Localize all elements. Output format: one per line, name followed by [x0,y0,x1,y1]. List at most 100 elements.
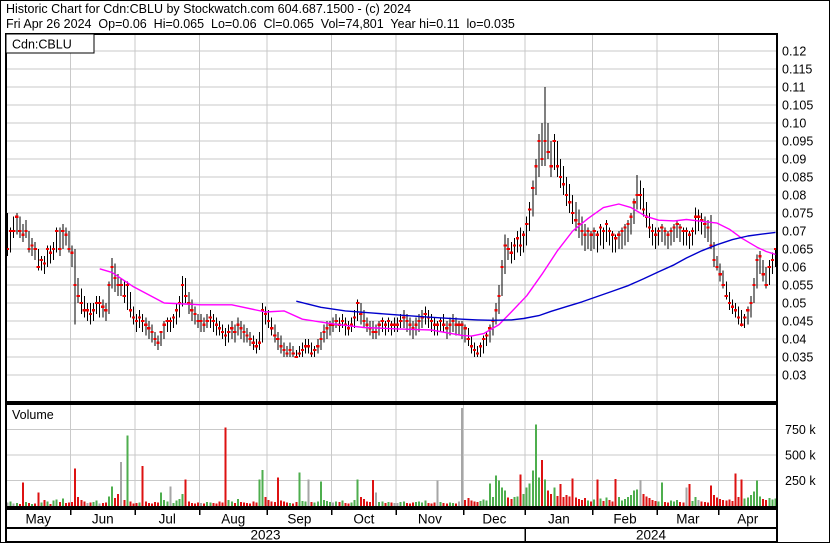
volume-bar [74,468,77,506]
close-tick [82,309,86,312]
volume-bar [178,498,181,506]
volume-bar [461,408,464,506]
volume-bar [37,492,40,506]
close-tick [67,248,71,251]
close-tick [110,266,114,269]
close-tick [515,237,520,240]
close-tick [340,320,344,323]
close-tick [245,334,249,337]
close-tick [521,233,526,236]
volume-bar [175,500,178,506]
volume-bar [104,502,107,506]
volume-bar [399,501,402,506]
volume-bar [458,501,461,506]
close-tick [712,258,716,261]
close-tick [193,312,197,315]
y-axis-label: 0.105 [782,98,813,112]
volume-bar [381,501,384,506]
volume-bar [427,502,430,506]
close-tick [761,273,765,276]
close-tick [506,248,510,251]
volume-bar [252,501,255,506]
volume-bar [378,501,381,506]
close-tick [251,341,255,344]
close-tick [543,140,547,143]
y-axis-label: 0.06 [782,260,806,274]
volume-bar [728,499,731,506]
volume-bar [282,501,285,506]
volume-bar [77,496,80,506]
close-tick [411,327,415,330]
volume-bar [636,489,639,506]
volume-bar [679,501,682,506]
close-tick [675,222,679,225]
y-axis-label: 0.10 [782,116,806,130]
close-tick [737,316,741,319]
close-tick [119,284,123,287]
volume-bar [249,503,252,506]
volume-bar [580,499,583,506]
close-tick [663,230,667,233]
volume-bar [135,502,138,506]
close-tick [614,237,618,240]
close-tick [715,266,719,269]
volume-bar [101,502,104,506]
chart-title-line: Historic Chart for Cdn:CBLU by Stockwatc… [6,2,412,16]
volume-bar [645,496,648,506]
y-axis-label: 0.055 [782,278,813,292]
close-tick [730,305,735,308]
volume-bar [633,490,636,506]
close-tick [220,330,225,333]
close-tick [534,165,538,168]
volume-bar [494,475,497,506]
close-tick [666,233,670,236]
volume-bar [372,479,375,506]
close-tick [303,345,308,348]
y-axis-label: 0.035 [782,350,813,364]
close-tick [439,320,443,323]
close-tick [15,215,19,218]
quote-summary-line: Fri Apr 26 2024 Op=0.06 Hi=0.065 Lo=0.06… [6,17,515,31]
volume-bar [623,498,626,506]
close-tick [752,284,756,287]
close-tick [595,233,599,236]
close-tick [107,284,111,287]
volume-bar [55,499,58,506]
close-tick [294,356,298,359]
volume-bar [289,502,292,506]
close-tick [159,330,163,333]
close-tick [392,323,397,326]
symbol-box [5,33,95,54]
close-tick [491,320,495,323]
volume-bar [713,494,716,506]
close-tick [85,309,90,312]
y-axis-label: 0.095 [782,134,813,148]
close-tick [39,258,43,261]
volume-bar [691,500,694,506]
close-tick [98,302,102,305]
volume-bar [464,499,467,506]
close-tick [282,348,286,351]
year-strip [5,527,778,542]
close-tick [95,302,99,305]
volume-bar [408,503,411,506]
volume-bar [599,498,602,506]
volume-bar [40,502,43,506]
close-tick [623,226,627,229]
volume-bar [556,495,559,506]
close-tick [740,323,744,326]
volume-axis-label: 750 k [785,423,816,437]
volume-bar [387,501,390,506]
volume-bar [313,502,316,506]
volume-bar [694,496,697,506]
close-tick [52,248,56,251]
close-tick [690,230,695,233]
close-tick [475,352,480,355]
volume-bar [697,499,700,506]
volume-bar [279,500,282,506]
close-tick [552,140,556,143]
close-tick [598,226,602,229]
close-tick [672,226,676,229]
close-tick [469,345,473,348]
volume-bar [258,479,261,506]
